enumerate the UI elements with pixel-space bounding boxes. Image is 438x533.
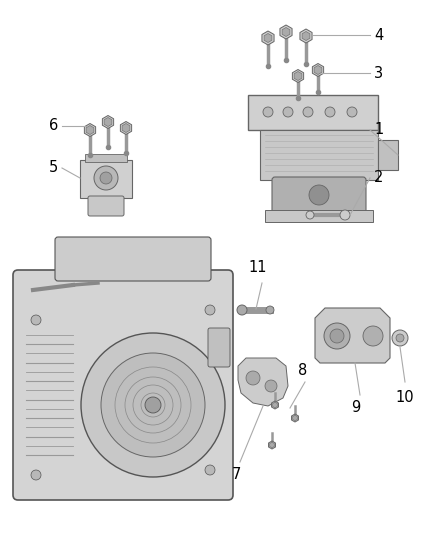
Polygon shape — [293, 69, 304, 83]
Polygon shape — [272, 402, 277, 408]
Circle shape — [100, 172, 112, 184]
Polygon shape — [269, 442, 275, 448]
Polygon shape — [315, 308, 390, 363]
Circle shape — [392, 330, 408, 346]
Circle shape — [31, 470, 41, 480]
Circle shape — [309, 185, 329, 205]
Circle shape — [94, 166, 118, 190]
Polygon shape — [238, 358, 288, 406]
Circle shape — [347, 107, 357, 117]
Polygon shape — [280, 25, 292, 39]
Circle shape — [283, 107, 293, 117]
Circle shape — [205, 305, 215, 315]
FancyBboxPatch shape — [208, 328, 230, 367]
Polygon shape — [302, 31, 310, 41]
Circle shape — [325, 107, 335, 117]
Text: 9: 9 — [351, 400, 360, 415]
Polygon shape — [120, 122, 132, 134]
Text: 11: 11 — [249, 260, 267, 275]
Circle shape — [101, 353, 205, 457]
Polygon shape — [293, 415, 297, 421]
Polygon shape — [312, 63, 324, 77]
Circle shape — [246, 371, 260, 385]
Polygon shape — [122, 124, 130, 133]
Text: 1: 1 — [374, 123, 383, 138]
Polygon shape — [86, 125, 94, 134]
FancyBboxPatch shape — [260, 130, 378, 180]
Text: 10: 10 — [396, 390, 414, 405]
Text: 3: 3 — [374, 66, 383, 80]
Circle shape — [31, 315, 41, 325]
FancyBboxPatch shape — [272, 177, 366, 213]
Circle shape — [266, 306, 274, 314]
Polygon shape — [268, 441, 276, 449]
Text: 6: 6 — [49, 118, 58, 133]
FancyBboxPatch shape — [248, 95, 378, 130]
Polygon shape — [292, 414, 298, 422]
Polygon shape — [104, 117, 112, 126]
FancyBboxPatch shape — [13, 270, 233, 500]
Circle shape — [363, 326, 383, 346]
Circle shape — [303, 107, 313, 117]
Circle shape — [396, 334, 404, 342]
Circle shape — [205, 465, 215, 475]
FancyBboxPatch shape — [80, 160, 132, 198]
FancyBboxPatch shape — [55, 237, 211, 281]
Polygon shape — [294, 71, 302, 80]
Text: 7: 7 — [231, 467, 241, 482]
Polygon shape — [314, 66, 322, 75]
Text: 2: 2 — [374, 171, 383, 185]
Circle shape — [145, 397, 161, 413]
Circle shape — [265, 380, 277, 392]
Polygon shape — [272, 401, 279, 409]
Circle shape — [340, 210, 350, 220]
FancyBboxPatch shape — [265, 210, 373, 222]
Polygon shape — [85, 124, 95, 136]
FancyBboxPatch shape — [378, 140, 398, 170]
Text: 8: 8 — [298, 363, 307, 378]
Circle shape — [237, 305, 247, 315]
Polygon shape — [102, 116, 113, 128]
Polygon shape — [300, 29, 312, 43]
Polygon shape — [282, 28, 290, 36]
Polygon shape — [262, 31, 274, 45]
FancyBboxPatch shape — [88, 196, 124, 216]
Circle shape — [263, 107, 273, 117]
Text: 4: 4 — [374, 28, 383, 43]
FancyBboxPatch shape — [85, 154, 127, 162]
Circle shape — [330, 329, 344, 343]
Circle shape — [324, 323, 350, 349]
Circle shape — [306, 211, 314, 219]
Polygon shape — [264, 34, 272, 43]
Circle shape — [81, 333, 225, 477]
Text: 5: 5 — [49, 160, 58, 175]
